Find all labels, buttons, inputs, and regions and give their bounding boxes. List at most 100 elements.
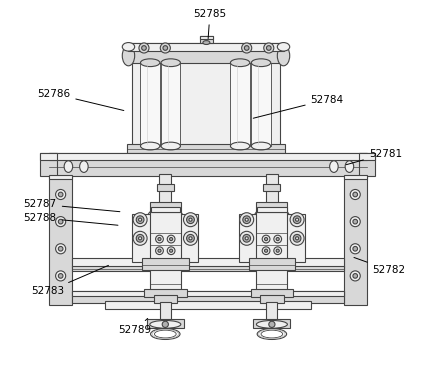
Bar xyxy=(72,266,344,271)
Circle shape xyxy=(58,192,63,197)
Circle shape xyxy=(160,43,171,53)
Circle shape xyxy=(58,273,63,278)
Text: 52784: 52784 xyxy=(253,95,344,118)
Circle shape xyxy=(269,321,275,328)
Bar xyxy=(251,289,293,297)
Bar xyxy=(144,289,187,297)
Bar xyxy=(49,175,72,305)
Circle shape xyxy=(262,235,270,243)
Ellipse shape xyxy=(256,321,288,328)
Circle shape xyxy=(276,249,279,252)
Circle shape xyxy=(56,217,66,227)
Circle shape xyxy=(167,235,175,243)
Circle shape xyxy=(167,247,175,254)
Text: 52785: 52785 xyxy=(193,9,226,39)
Bar xyxy=(127,144,285,156)
Circle shape xyxy=(295,218,299,221)
Bar xyxy=(161,63,180,146)
Circle shape xyxy=(158,249,161,252)
Bar xyxy=(150,268,181,291)
Bar xyxy=(49,152,367,159)
Circle shape xyxy=(142,46,146,50)
Circle shape xyxy=(264,249,268,252)
Circle shape xyxy=(183,231,198,245)
Bar xyxy=(128,42,284,63)
Ellipse shape xyxy=(230,59,250,67)
Bar xyxy=(344,175,367,305)
Ellipse shape xyxy=(80,161,88,172)
Polygon shape xyxy=(133,212,165,260)
Bar xyxy=(72,291,344,296)
Bar xyxy=(159,174,171,204)
Bar xyxy=(157,184,174,191)
Circle shape xyxy=(240,231,254,245)
Ellipse shape xyxy=(122,46,135,66)
Bar xyxy=(257,207,287,212)
Bar xyxy=(263,184,280,191)
Ellipse shape xyxy=(277,42,290,51)
Bar xyxy=(230,63,250,146)
Circle shape xyxy=(56,189,66,200)
Circle shape xyxy=(274,235,282,243)
Bar xyxy=(160,302,171,321)
Bar xyxy=(256,212,288,262)
Bar xyxy=(105,301,311,309)
Ellipse shape xyxy=(277,46,290,66)
Circle shape xyxy=(245,237,248,240)
Circle shape xyxy=(136,216,144,224)
Circle shape xyxy=(189,237,192,240)
Circle shape xyxy=(158,238,161,241)
Bar xyxy=(140,63,160,146)
Ellipse shape xyxy=(161,59,180,67)
Bar xyxy=(266,302,277,321)
Circle shape xyxy=(139,218,142,221)
Circle shape xyxy=(58,219,63,224)
Circle shape xyxy=(240,213,254,227)
Bar xyxy=(260,295,284,303)
Circle shape xyxy=(241,43,252,53)
Circle shape xyxy=(139,43,149,53)
Ellipse shape xyxy=(345,161,354,172)
Ellipse shape xyxy=(251,142,271,150)
Bar xyxy=(286,214,305,262)
Ellipse shape xyxy=(230,142,250,150)
Polygon shape xyxy=(165,212,197,260)
Circle shape xyxy=(183,213,198,227)
Bar xyxy=(49,153,367,176)
Circle shape xyxy=(266,46,271,50)
Bar xyxy=(256,202,288,212)
Text: 52787: 52787 xyxy=(23,199,120,212)
Ellipse shape xyxy=(140,59,160,67)
Bar xyxy=(200,35,213,42)
Bar xyxy=(49,175,72,179)
Polygon shape xyxy=(240,212,272,260)
Circle shape xyxy=(245,46,249,50)
Circle shape xyxy=(276,238,279,241)
Bar xyxy=(147,319,184,328)
Circle shape xyxy=(139,237,142,240)
Polygon shape xyxy=(272,212,303,260)
Bar xyxy=(256,268,288,291)
Bar xyxy=(72,291,344,303)
Circle shape xyxy=(353,247,358,251)
Bar xyxy=(253,319,291,328)
Circle shape xyxy=(56,271,66,281)
Text: 52789: 52789 xyxy=(118,319,151,335)
Text: 52788: 52788 xyxy=(23,213,118,225)
Bar xyxy=(132,61,280,148)
Bar xyxy=(200,36,213,39)
Bar xyxy=(239,214,257,262)
Bar xyxy=(72,258,344,267)
Ellipse shape xyxy=(251,59,271,67)
Bar xyxy=(132,214,151,262)
Bar xyxy=(344,175,367,179)
Circle shape xyxy=(353,273,358,278)
Bar xyxy=(150,202,181,212)
Ellipse shape xyxy=(150,321,181,328)
Bar xyxy=(180,214,198,262)
Bar xyxy=(266,174,278,204)
Circle shape xyxy=(350,217,360,227)
Text: 52786: 52786 xyxy=(37,89,124,110)
Circle shape xyxy=(245,218,248,221)
Circle shape xyxy=(187,216,194,224)
